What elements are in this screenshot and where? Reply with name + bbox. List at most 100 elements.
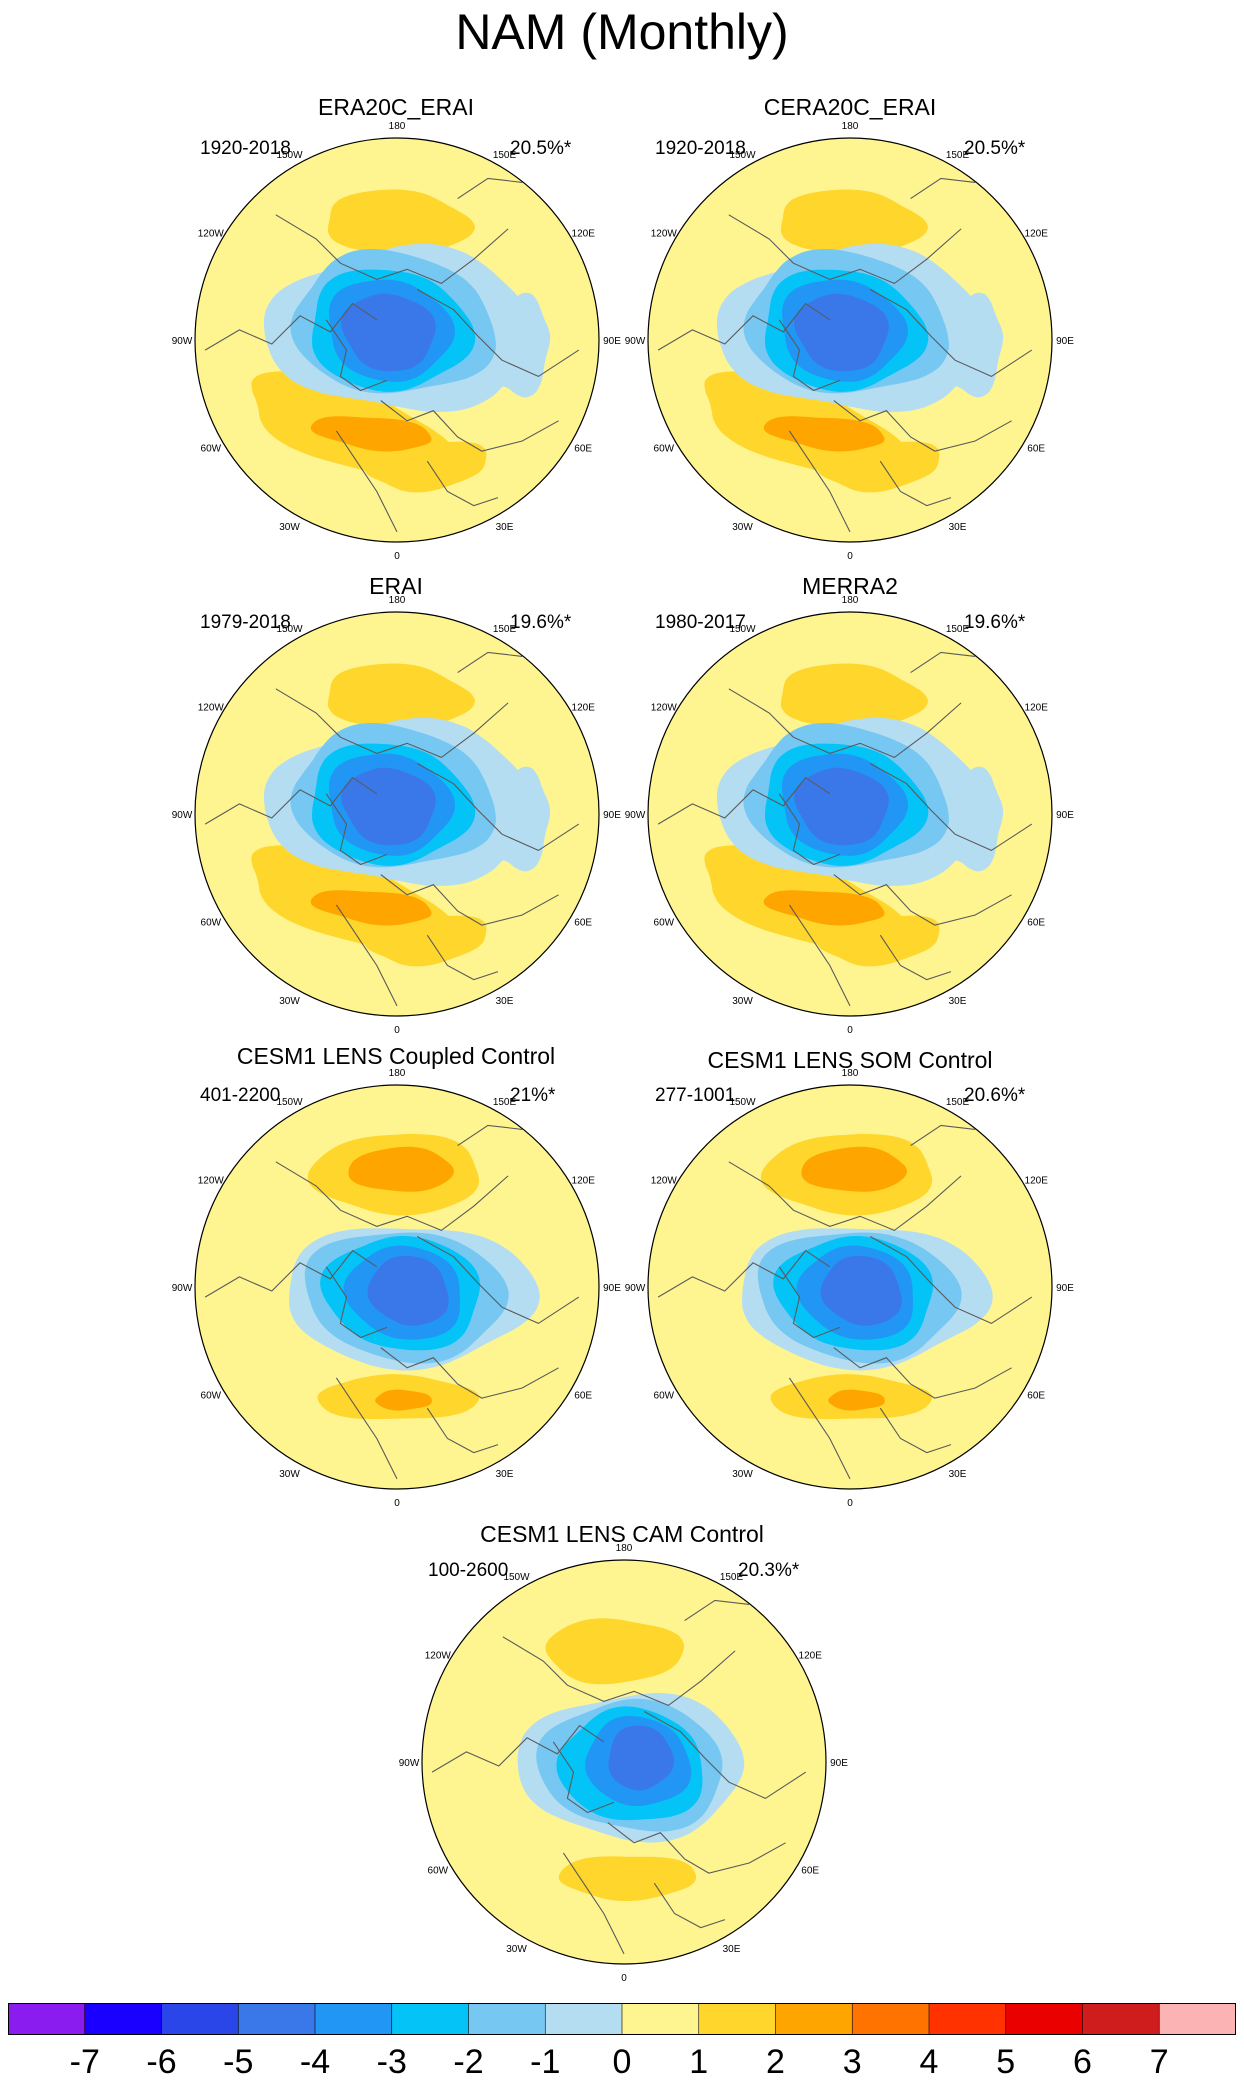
longitude-label: 120W <box>651 1176 678 1187</box>
coastline <box>788 904 851 1007</box>
longitude-label: 60E <box>574 444 592 455</box>
coastline <box>457 177 523 200</box>
longitude-label: 90E <box>1056 810 1074 821</box>
longitude-label: 30E <box>496 996 514 1007</box>
longitude-label: 90W <box>172 810 193 821</box>
colorbar-tick-label: 4 <box>919 2043 939 2081</box>
longitude-label: 150W <box>729 150 756 161</box>
panel-title: CERA20C_ERAI <box>763 94 937 120</box>
longitude-label: 60W <box>201 1391 222 1402</box>
longitude-label: 120W <box>198 1176 225 1187</box>
colorbar-tick-label: 1 <box>689 2043 709 2081</box>
longitude-label: 180 <box>389 121 406 132</box>
contour-region <box>367 1255 449 1326</box>
contour-region <box>817 441 940 493</box>
longitude-label: 60W <box>654 1391 675 1402</box>
coastline <box>910 177 976 200</box>
map-boundary <box>647 611 1053 1017</box>
longitude-label: 30W <box>732 1469 753 1480</box>
contour-region <box>817 915 940 967</box>
longitude-label: 180 <box>389 1068 406 1079</box>
contour-region <box>794 767 889 846</box>
coastline <box>788 1377 851 1480</box>
coastline <box>728 214 962 285</box>
contour-region <box>545 1618 684 1685</box>
coastline <box>380 874 559 926</box>
anomaly-field <box>648 1085 1052 1489</box>
contour-region <box>780 663 928 729</box>
coastline <box>426 460 499 507</box>
contour-region <box>375 1389 432 1411</box>
longitude-label: 0 <box>847 1498 853 1509</box>
longitude-label: 30E <box>949 1469 967 1480</box>
longitude-label: 150E <box>493 1097 517 1108</box>
longitude-label: 150W <box>276 150 303 161</box>
contour-region <box>310 890 432 926</box>
longitude-label: 150E <box>493 624 517 635</box>
longitude-label: 150E <box>493 150 517 161</box>
colorbar-tick-label: 2 <box>766 2043 785 2081</box>
coastlines <box>657 651 1033 1007</box>
longitude-label: 30W <box>279 1469 300 1480</box>
longitude-label: 60E <box>1027 1391 1045 1402</box>
coastline <box>607 1822 786 1874</box>
coastline <box>869 1236 1033 1325</box>
longitude-label: 120W <box>198 229 225 240</box>
coastline <box>416 763 580 852</box>
longitude-label: 60W <box>201 918 222 929</box>
coastlines <box>204 177 580 533</box>
coastline <box>869 763 1033 852</box>
panel-period: 1920-2018 <box>655 138 746 159</box>
longitude-label: 90W <box>625 1283 646 1294</box>
coastlines <box>204 1124 580 1480</box>
longitude-label: 150W <box>729 624 756 635</box>
contour-region <box>364 915 487 967</box>
colorbar-tick-label: -2 <box>453 2043 484 2081</box>
colorbar-swatch <box>84 2003 162 2035</box>
panel-title: CESM1 LENS CAM Control <box>480 1521 764 1547</box>
longitude-label: 60E <box>574 918 592 929</box>
colorbar-tick-label: -3 <box>376 2043 407 2081</box>
map-boundary <box>194 137 600 543</box>
colorbar-swatch <box>622 2003 700 2035</box>
longitude-label: 0 <box>394 1025 400 1036</box>
coastline <box>657 1249 831 1298</box>
colorbar-swatch <box>545 2003 623 2035</box>
colorbar-swatch <box>1159 2003 1236 2035</box>
longitude-label: 120W <box>198 703 225 714</box>
panel-variance: 20.3%* <box>738 1560 800 1581</box>
coastline <box>833 400 1012 452</box>
coastline <box>275 214 509 285</box>
longitude-label: 60W <box>201 444 222 455</box>
coastline <box>910 1124 976 1147</box>
longitude-label: 90E <box>1056 1283 1074 1294</box>
longitude-label: 90E <box>1056 336 1074 347</box>
coastlines <box>431 1599 807 1955</box>
contour-region <box>474 292 551 398</box>
longitude-label: 0 <box>847 551 853 562</box>
coastline <box>335 1377 398 1480</box>
coastline <box>325 793 388 866</box>
longitude-label: 60E <box>801 1866 819 1877</box>
coastline <box>910 651 976 674</box>
longitude-label: 90W <box>625 810 646 821</box>
longitude-label: 30E <box>496 522 514 533</box>
longitude-label: 180 <box>842 595 859 606</box>
longitude-label: 90W <box>172 1283 193 1294</box>
coastline <box>778 319 841 392</box>
map-boundary <box>421 1559 827 1965</box>
longitude-label: 120E <box>1025 1176 1049 1187</box>
colorbar-swatch <box>238 2003 316 2035</box>
contour-region <box>801 1146 907 1192</box>
colorbar-swatch <box>161 2003 239 2035</box>
longitude-label: 120W <box>651 703 678 714</box>
contour-region <box>794 293 889 372</box>
contour-region <box>327 663 475 729</box>
map-boundary <box>647 1084 1053 1490</box>
anomaly-field <box>422 1560 826 1964</box>
contour-region <box>820 1255 902 1326</box>
longitude-label: 90W <box>625 336 646 347</box>
longitude-label: 120E <box>572 703 596 714</box>
longitude-label: 60E <box>1027 444 1045 455</box>
